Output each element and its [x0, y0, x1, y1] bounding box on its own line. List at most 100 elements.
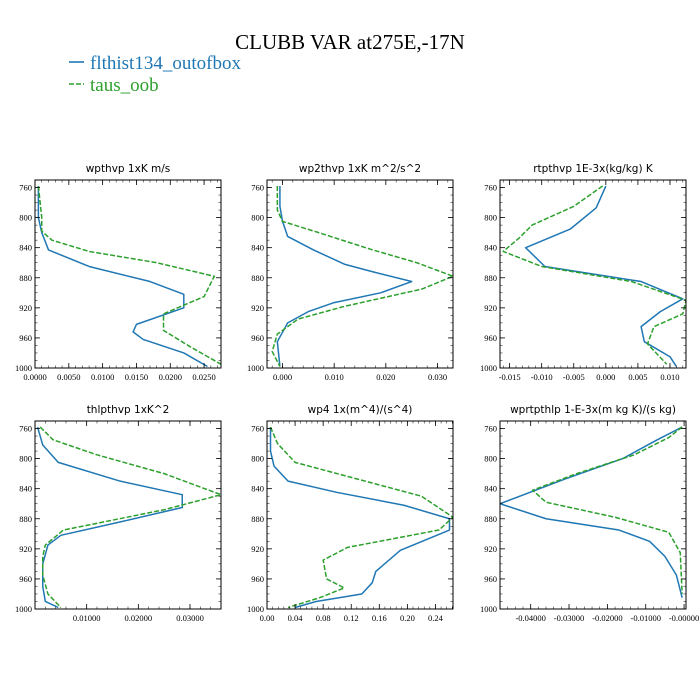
legend-entry: taus_oob	[69, 75, 159, 96]
subplot-title: thlpthvp 1xK^2	[87, 404, 170, 416]
plot-frame	[266, 420, 454, 610]
plot-frame	[499, 420, 687, 610]
panels: wpthvp 1xK m/s76080084088092096010000.00…	[15, 163, 699, 623]
x-tick-label: -0.03000	[554, 613, 584, 623]
x-tick-label: -0.005	[563, 372, 585, 382]
subplot-title: wp2thvp 1xK m^2/s^2	[299, 163, 421, 175]
subplot-title: wprtpthlp 1-E-3x(m kg K)/(s kg)	[510, 404, 676, 416]
x-tick-label: -0.010	[531, 372, 553, 382]
subplot: wprtpthlp 1-E-3x(m kg K)/(s kg) 760 800 840…	[480, 404, 699, 623]
x-tick-label: 0.000	[596, 372, 615, 382]
x-tick-label: 0.0100	[91, 372, 114, 382]
y-tick-label: 760	[251, 424, 264, 434]
x-tick-label: 0.04	[288, 613, 304, 623]
y-tick-label: 920	[484, 544, 497, 554]
plot-frame	[34, 179, 222, 369]
y-tick-label: 1000	[15, 363, 32, 373]
subplot: rtpthvp 1E-3x(kg/kg) K 760 800 840 880 920 960…	[480, 163, 687, 382]
y-tick-label: 1000	[247, 363, 264, 373]
series-group	[502, 185, 686, 367]
x-tick-label: 0.12	[344, 613, 359, 623]
x-tick-label: 0.030	[428, 372, 447, 382]
series-line	[39, 426, 221, 609]
x-tick-label: -0.04000	[515, 613, 545, 623]
series-line	[276, 186, 413, 367]
y-tick-label: 960	[251, 333, 264, 343]
figure-title: CLUBB VAR at275E,-17N	[235, 30, 465, 54]
y-tick-label: 920	[251, 544, 264, 554]
series-line	[500, 426, 683, 598]
y-tick-label: 920	[484, 303, 497, 313]
subplot-title: wp4 1x(m^4)/(s^4)	[308, 404, 413, 416]
y-tick-label: 880	[484, 514, 497, 524]
x-tick-label: 0.00	[260, 613, 275, 623]
y-tick-label: 960	[19, 574, 32, 584]
plot-frame	[34, 420, 222, 610]
x-tick-label: 0.005	[628, 372, 647, 382]
y-tick-label: 760	[484, 183, 497, 193]
x-tick-label: 0.02000	[125, 613, 153, 623]
subplot: thlpthvp 1xK^2 760 800 840 880 920 960 1000 0.01…	[15, 404, 222, 623]
x-tick-label: 0.0050	[57, 372, 80, 382]
y-tick-label: 920	[251, 303, 264, 313]
y-tick-label: 800	[19, 454, 32, 464]
plot-frame	[266, 179, 454, 369]
y-tick-label: 1000	[480, 363, 497, 373]
series-line	[36, 426, 183, 609]
x-tick-label: 0.20	[400, 613, 415, 623]
x-tick-label: 0.0200	[159, 372, 182, 382]
y-tick-label: 960	[484, 574, 497, 584]
subplot: wp2thvp 1xK m^2/s^2 760 800 840 880 920 960 100…	[247, 163, 454, 382]
y-tick-label: 880	[19, 514, 32, 524]
y-tick-label: 800	[19, 213, 32, 223]
series-group	[271, 186, 453, 367]
y-tick-label: 840	[19, 484, 32, 494]
y-tick-label: 1000	[480, 604, 497, 614]
x-tick-label: 0.0150	[125, 372, 148, 382]
y-tick-label: 800	[484, 213, 497, 223]
y-tick-label: 840	[484, 243, 497, 253]
y-tick-label: 1000	[15, 604, 32, 614]
series-line	[502, 185, 686, 365]
y-tick-label: 800	[484, 454, 497, 464]
y-tick-label: 800	[251, 454, 264, 464]
x-tick-label: 0.010	[325, 372, 344, 382]
subplot-title: rtpthvp 1E-3x(kg/kg) K	[533, 163, 654, 175]
series-line	[531, 426, 683, 594]
series-group	[37, 185, 221, 368]
y-tick-label: 840	[484, 484, 497, 494]
legend: flthist134_outofbox taus_oob	[69, 53, 241, 96]
y-tick-label: 760	[19, 183, 32, 193]
y-tick-label: 960	[251, 574, 264, 584]
x-tick-label: -0.02000	[592, 613, 622, 623]
legend-entry: flthist134_outofbox	[69, 53, 241, 74]
x-tick-label: 0.24	[428, 613, 444, 623]
x-tick-label: 0.03000	[176, 613, 204, 623]
subplot: wp4 1x(m^4)/(s^4)76080084088092096010000…	[247, 404, 454, 623]
x-tick-label: 0.0250	[192, 372, 215, 382]
series-group	[36, 426, 221, 609]
y-tick-label: 880	[484, 273, 497, 283]
x-tick-label: 0.020	[376, 372, 395, 382]
x-tick-label: -0.01000	[630, 613, 660, 623]
subplot-title: wpthvp 1xK m/s	[86, 163, 171, 175]
y-tick-label: 840	[251, 243, 264, 253]
series-line	[37, 185, 221, 365]
y-tick-label: 880	[251, 273, 264, 283]
y-tick-label: 760	[251, 183, 264, 193]
y-tick-label: 1000	[247, 604, 264, 614]
series-group	[269, 426, 453, 609]
y-tick-label: 920	[19, 303, 32, 313]
y-tick-label: 760	[19, 424, 32, 434]
series-group	[500, 426, 683, 598]
y-tick-label: 760	[484, 424, 497, 434]
x-tick-label: 0.08	[316, 613, 331, 623]
x-tick-label: -0.015	[499, 372, 521, 382]
x-tick-label: 0.000	[273, 372, 292, 382]
y-tick-label: 960	[19, 333, 32, 343]
x-tick-label: 0.16	[372, 613, 387, 623]
y-tick-label: 960	[484, 333, 497, 343]
subplot: wpthvp 1xK m/s76080084088092096010000.00…	[15, 163, 222, 382]
legend-label: taus_oob	[90, 75, 159, 96]
